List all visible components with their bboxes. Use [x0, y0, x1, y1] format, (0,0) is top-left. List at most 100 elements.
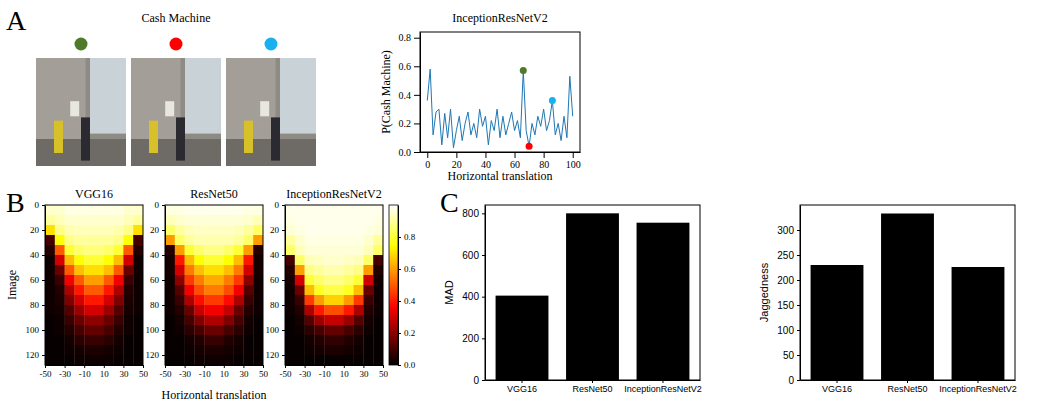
tick-label: -50: [160, 369, 172, 379]
heatmap-cell: [295, 205, 305, 215]
heatmap-cell: [104, 205, 114, 215]
heatmap-cell: [234, 335, 244, 345]
heatmap-cell: [363, 225, 373, 235]
image: [36, 58, 126, 166]
heatmap-cell: [65, 265, 75, 275]
tick-label: 120: [266, 350, 280, 360]
heatmap-cell: [185, 305, 195, 315]
panel-letter: B: [6, 187, 25, 218]
heatmap-cell: [185, 275, 195, 285]
heatmap-cell: [324, 305, 334, 315]
heatmap-cell: [295, 275, 305, 285]
heatmap-cell: [175, 305, 185, 315]
heatmap-cell: [165, 305, 175, 315]
tick: 60: [150, 275, 165, 285]
heatmap-cell: [334, 215, 344, 225]
heatmap-cell: [65, 305, 75, 315]
heatmap-cell: [104, 315, 114, 325]
heatmap-cell: [175, 335, 185, 345]
heatmap-cell: [74, 285, 84, 295]
heatmap-cell: [314, 355, 324, 365]
heatmap-cell: [114, 215, 124, 225]
heatmap-cell: [243, 355, 253, 365]
heatmap-cell: [363, 325, 373, 335]
bar: [496, 296, 549, 380]
tick: -50: [280, 365, 292, 379]
heatmap-cell: [253, 315, 263, 325]
heatmap-cell: [114, 275, 124, 285]
heatmap-cell: [224, 335, 234, 345]
heatmap-cell: [123, 245, 133, 255]
heatmap-cell: [234, 215, 244, 225]
bar-chart: VGG16ResNet50InceptionResNetV20501001502…: [758, 205, 1016, 394]
heatmap-cell: [305, 265, 315, 275]
heatmap-cell: [305, 235, 315, 245]
tick: 10: [340, 365, 350, 379]
image-person: [149, 121, 158, 153]
heatmap-cell: [354, 205, 364, 215]
tick-label: 0: [425, 159, 430, 170]
heatmap-cell: [45, 295, 55, 305]
heatmap-cell: [104, 235, 114, 245]
image-person: [244, 121, 253, 153]
heatmap-cell: [344, 345, 354, 355]
tick: 120: [146, 350, 166, 360]
heatmap-cell: [65, 315, 75, 325]
heatmap-cell: [363, 245, 373, 255]
heatmap-cell: [285, 325, 295, 335]
heatmap-cell: [45, 235, 55, 245]
heatmap-cell: [314, 225, 324, 235]
tick-label: 200: [777, 275, 794, 286]
heatmap-cell: [243, 305, 253, 315]
heatmap-cell: [285, 335, 295, 345]
axis: VGG16ResNet50InceptionResNetV2: [801, 380, 1017, 394]
heatmap-cell: [65, 205, 75, 215]
heatmap-cell: [84, 305, 94, 315]
heatmap-cell: [234, 325, 244, 335]
heatmap-cell: [74, 235, 84, 245]
heatmap-cell: [243, 345, 253, 355]
heatmap-cell: [65, 255, 75, 265]
heatmap-cell: [123, 275, 133, 285]
tick-label: 0: [788, 375, 794, 386]
tick: -30: [179, 365, 191, 379]
heatmap-cell: [243, 335, 253, 345]
heatmap-cell: [234, 285, 244, 295]
heatmap-cell: [224, 295, 234, 305]
heatmap-cell: [45, 205, 55, 215]
heatmap-cell: [204, 285, 214, 295]
heatmap-cell: [194, 225, 204, 235]
heatmap-cell: [204, 305, 214, 315]
heatmap-cell: [165, 295, 175, 305]
bar-chart: CVGG16ResNet50InceptionResNetV2020040060…: [440, 187, 702, 394]
heatmap-cell: [234, 235, 244, 245]
heatmap-cell: [133, 235, 143, 245]
image-person: [176, 117, 185, 160]
tick-label: 20: [150, 225, 160, 235]
tick-label: -30: [59, 369, 71, 379]
heatmap-cell: [204, 275, 214, 285]
heatmap-cell: [114, 235, 124, 245]
heatmap-cell: [194, 255, 204, 265]
heatmap-cell: [94, 335, 104, 345]
heatmap-cell: [214, 255, 224, 265]
tick-mark: [398, 237, 401, 238]
image-dot: [75, 38, 88, 51]
heatmap-cell: [354, 255, 364, 265]
heatmap-cell: [185, 335, 195, 345]
title: ResNet50: [190, 187, 237, 201]
heatmap-cell: [334, 335, 344, 345]
heatmap-cell: [373, 255, 383, 265]
heatmap-cell: [224, 355, 234, 365]
tick-mark: [414, 123, 420, 124]
heatmap-cell: [45, 345, 55, 355]
tick: 0.2: [398, 328, 415, 338]
heatmap-cell: [324, 205, 334, 215]
heatmap-cell: [354, 355, 364, 365]
heatmap-cell: [234, 275, 244, 285]
heatmap-cell: [344, 355, 354, 365]
plot-frame: [800, 205, 1015, 380]
tick: 20: [150, 225, 165, 235]
tick-label: 0: [35, 200, 40, 210]
panel-letter: A: [6, 5, 27, 36]
